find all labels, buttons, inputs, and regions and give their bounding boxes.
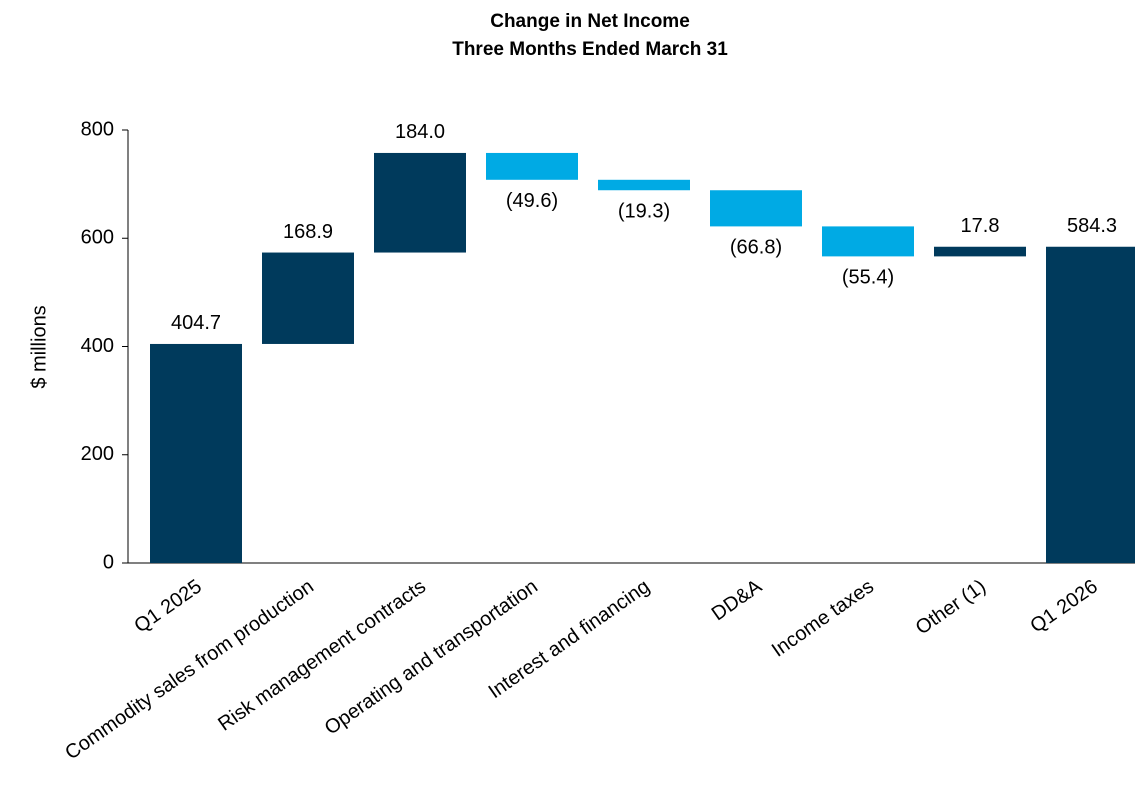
value-label: 168.9: [283, 221, 333, 243]
x-tick-label: Risk management contracts: [214, 575, 430, 735]
y-tick-label: 600: [81, 227, 114, 249]
x-tick-label: Operating and transportation: [321, 575, 542, 739]
bar: [598, 179, 690, 191]
bar: [934, 246, 1026, 257]
value-label: 404.7: [171, 312, 221, 334]
y-tick-label: 200: [81, 443, 114, 465]
bar: [262, 252, 354, 344]
x-tick-label: Q1 2026: [1026, 575, 1101, 637]
value-label: 184.0: [395, 121, 445, 143]
value-label: (19.3): [618, 201, 670, 223]
bar: [1046, 246, 1135, 563]
y-tick-label: 0: [103, 551, 114, 573]
value-label: (49.6): [506, 190, 558, 212]
y-axis-label: $ millions: [28, 305, 50, 388]
bar: [822, 226, 914, 257]
y-tick-label: 800: [81, 118, 114, 140]
value-label: (66.8): [730, 237, 782, 259]
x-tick-label: Income taxes: [768, 575, 878, 661]
bar: [486, 152, 578, 180]
bar: [710, 190, 802, 227]
x-tick-label: DD&A: [708, 575, 767, 625]
value-label: 584.3: [1067, 215, 1117, 237]
chart-title: Change in Net Income: [490, 11, 690, 32]
bar: [374, 152, 466, 253]
value-label: 17.8: [961, 215, 1000, 237]
x-tick-label: Other (1): [912, 575, 990, 639]
bar: [150, 343, 242, 563]
chart-subtitle: Three Months Ended March 31: [452, 39, 728, 60]
x-tick-label: Q1 2025: [130, 575, 205, 637]
value-label: (55.4): [842, 267, 894, 289]
y-tick-label: 400: [81, 335, 114, 357]
